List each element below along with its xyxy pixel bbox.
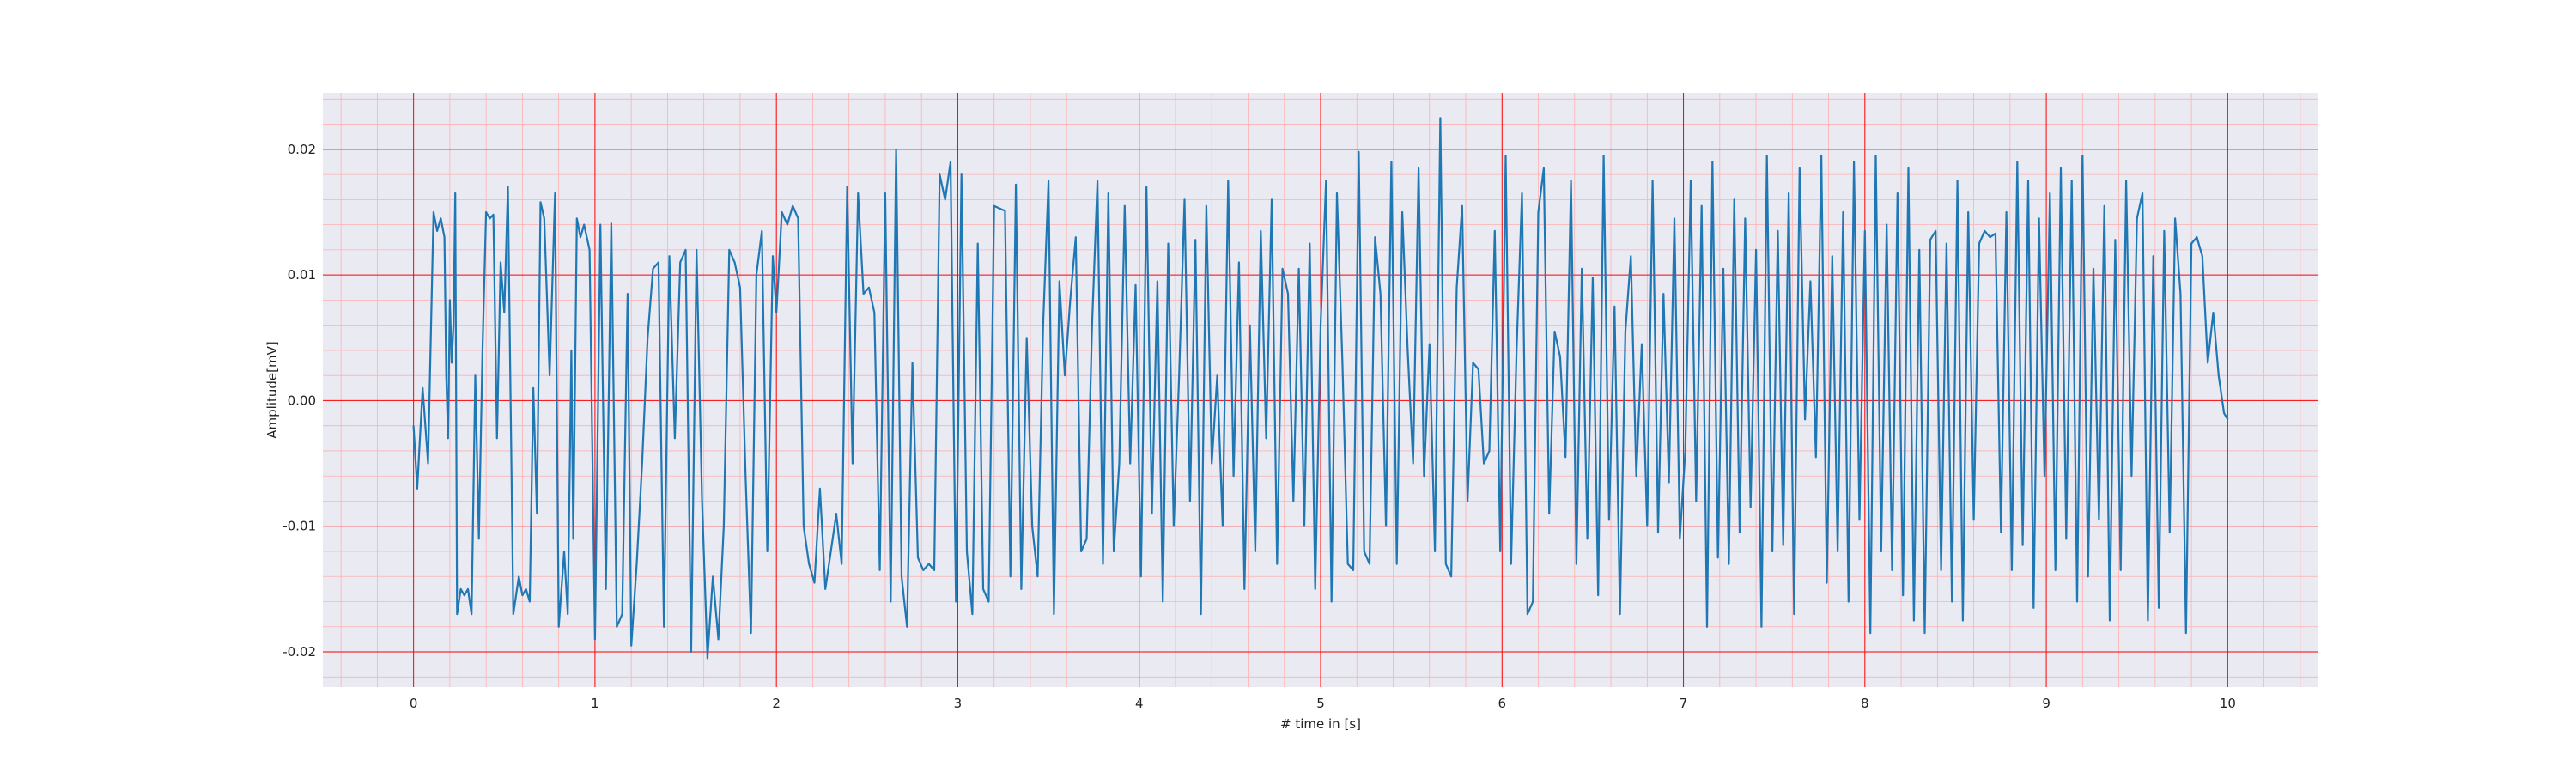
x-tick-label: 7 <box>1680 696 1688 711</box>
major-grid <box>323 93 2318 687</box>
y-tick-label: -0.02 <box>283 644 316 660</box>
x-tick-label: 3 <box>954 696 963 711</box>
x-tick-label: 2 <box>772 696 781 711</box>
y-tick-label: 0.02 <box>288 142 316 157</box>
x-tick-label: 9 <box>2042 696 2050 711</box>
x-tick-labels: 0 1 2 3 4 5 6 7 8 9 10 <box>410 696 2236 711</box>
series-line <box>412 117 2229 660</box>
x-tick-label: 1 <box>591 696 599 711</box>
x-axis-label: # time in [s] <box>1280 716 1361 732</box>
y-tick-label: 0.00 <box>288 393 316 408</box>
x-tick-label: 0 <box>410 696 418 711</box>
x-tick-label: 10 <box>2220 696 2236 711</box>
x-tick-label: 8 <box>1861 696 1869 711</box>
y-tick-label: -0.01 <box>283 519 316 534</box>
x-tick-label: 4 <box>1135 696 1144 711</box>
x-tick-label: 5 <box>1316 696 1325 711</box>
y-axis-label: Amplitude[mV] <box>264 341 280 438</box>
x-tick-label: 6 <box>1498 696 1506 711</box>
y-tick-labels: -0.02 -0.01 0.00 0.01 0.02 <box>283 142 316 660</box>
y-tick-label: 0.01 <box>288 267 316 283</box>
